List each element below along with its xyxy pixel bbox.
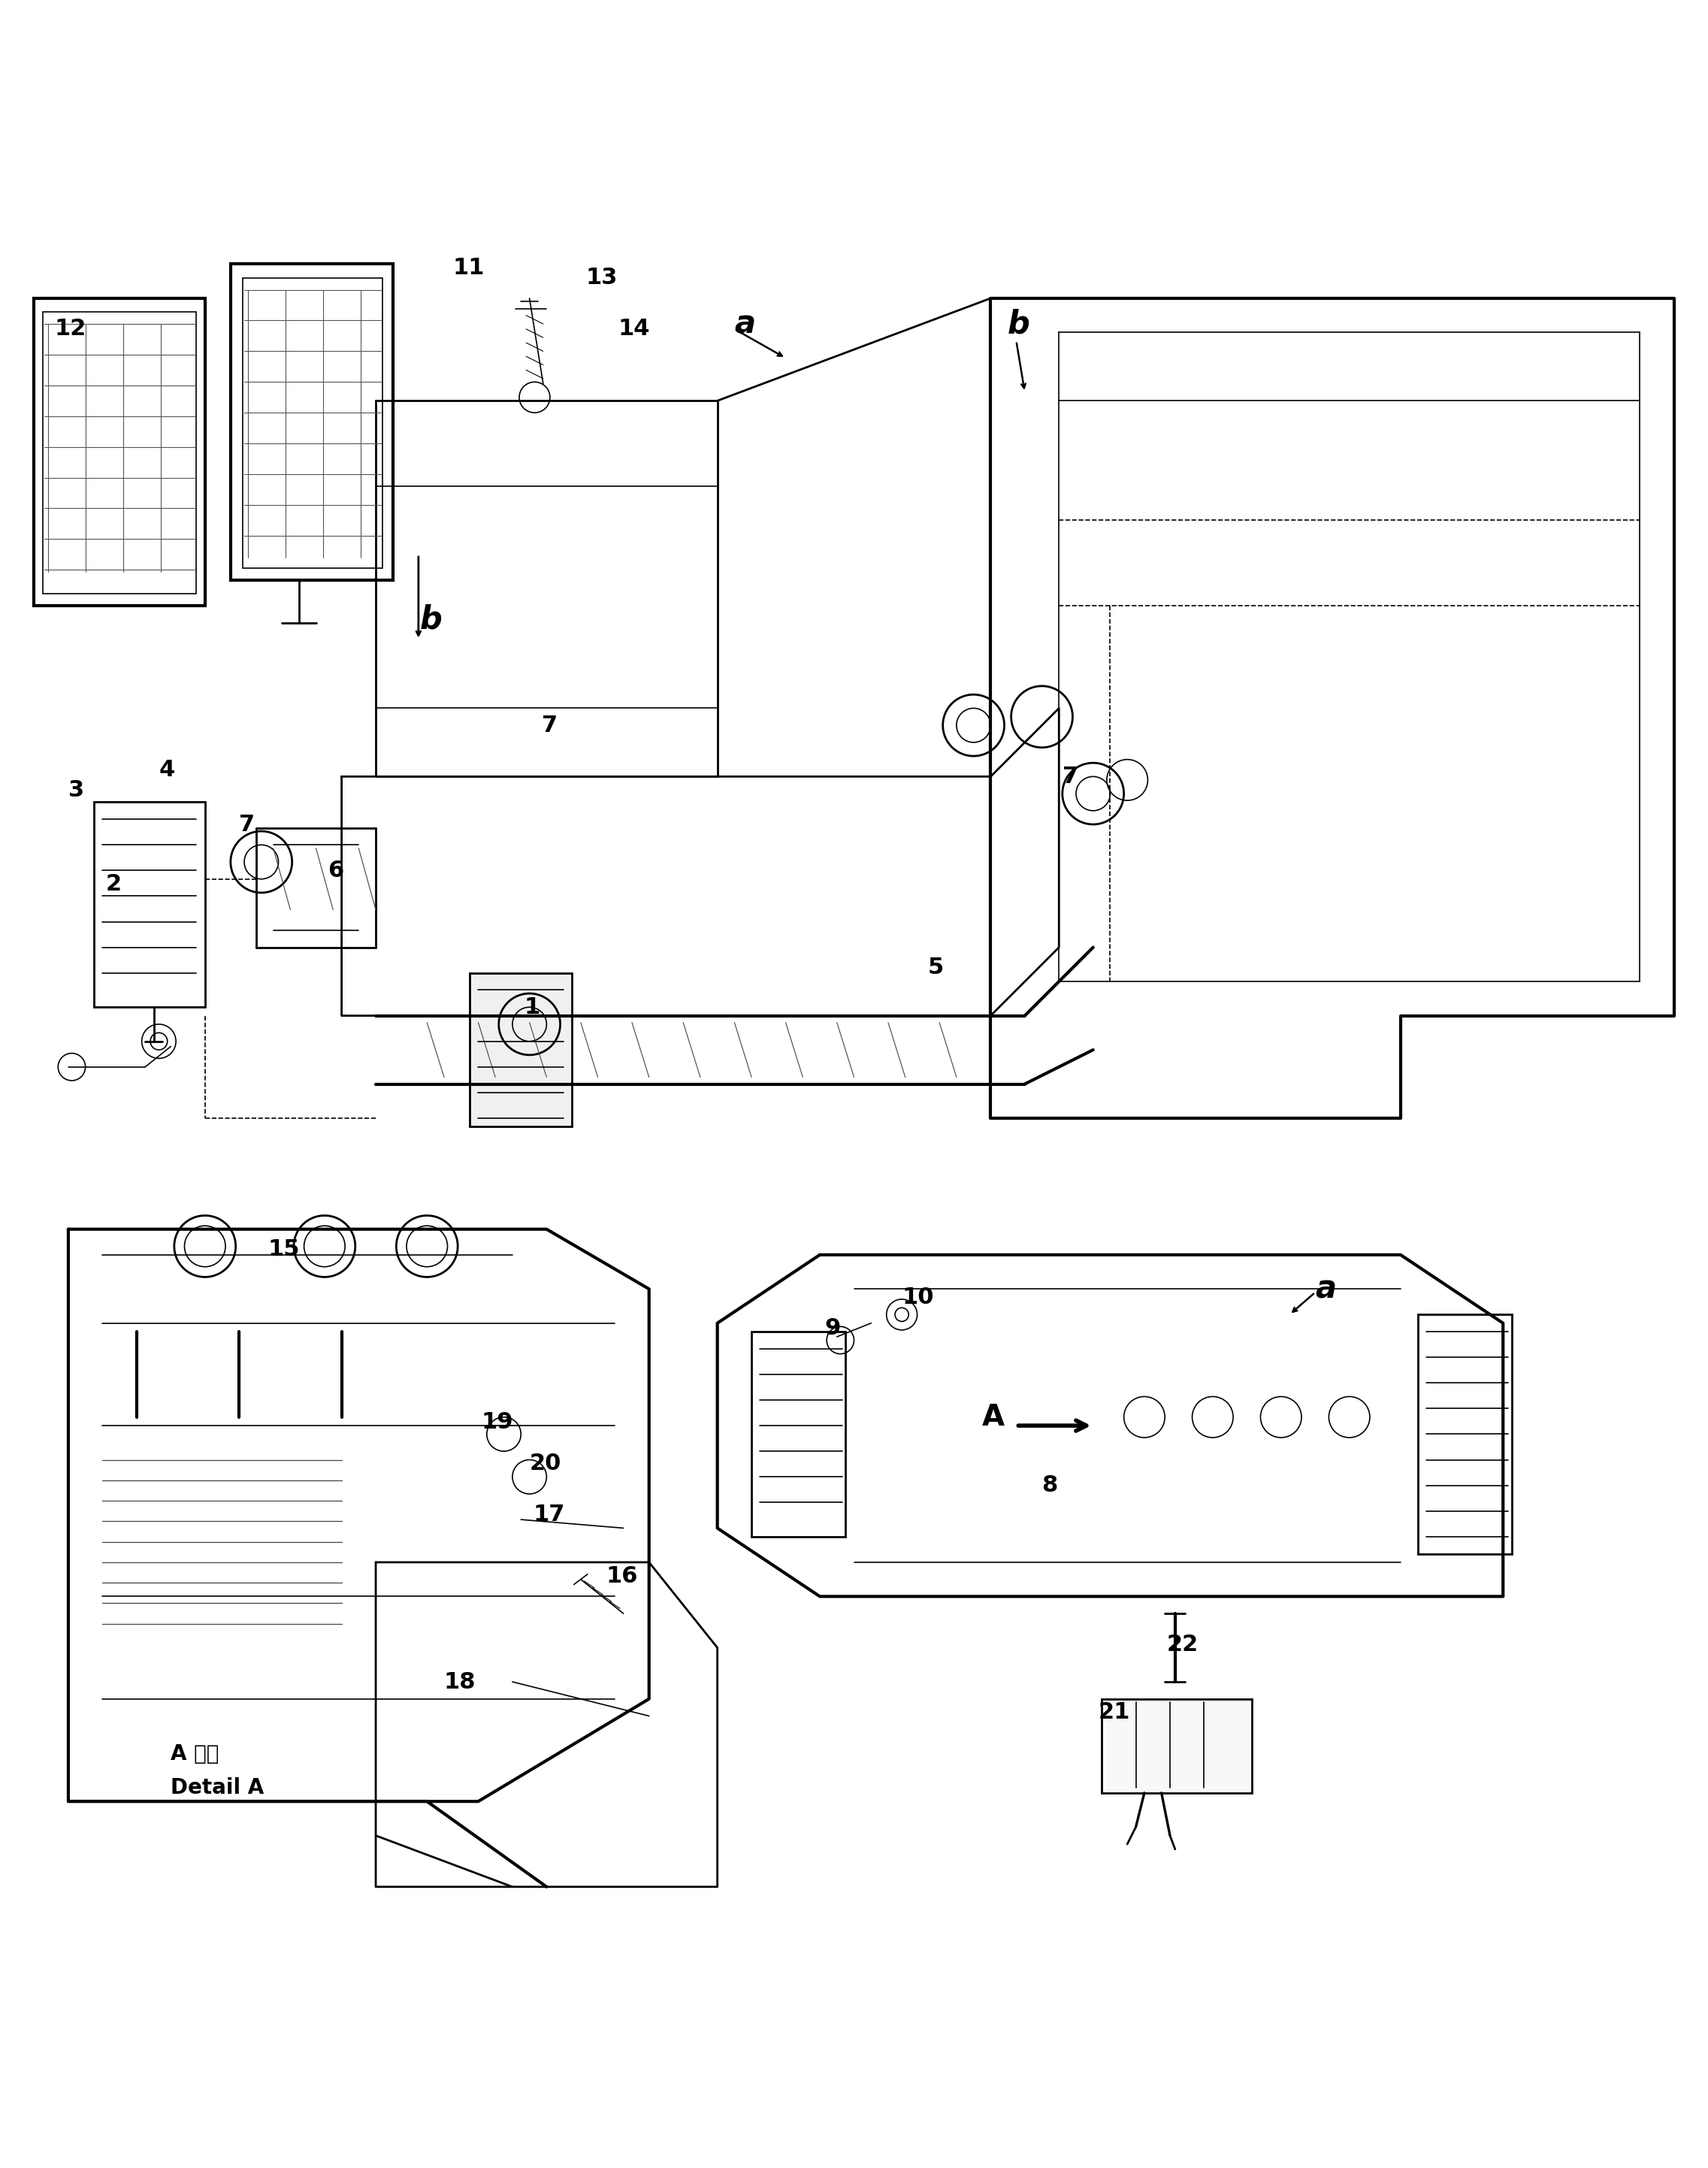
Text: b: b [1008, 308, 1030, 340]
Text: 7: 7 [1062, 765, 1078, 787]
Circle shape [294, 1216, 355, 1277]
Text: 17: 17 [533, 1505, 565, 1526]
Text: A: A [982, 1403, 1004, 1431]
Text: 22: 22 [1167, 1633, 1199, 1654]
Text: 1: 1 [524, 997, 540, 1019]
Text: 15: 15 [268, 1238, 301, 1260]
Text: 7: 7 [541, 715, 557, 737]
Text: 4: 4 [159, 759, 174, 780]
Text: 19: 19 [482, 1411, 514, 1433]
Text: 9: 9 [825, 1318, 840, 1340]
Bar [231, 264, 393, 581]
Bar [752, 1331, 845, 1537]
Text: 7: 7 [239, 813, 254, 835]
Bar [94, 802, 205, 1008]
Text: 16: 16 [606, 1565, 639, 1587]
Bar [243, 278, 383, 568]
Circle shape [174, 1216, 236, 1277]
Bar [470, 973, 572, 1127]
Text: 10: 10 [902, 1286, 934, 1309]
Text: b: b [420, 603, 442, 635]
Text: 11: 11 [453, 256, 485, 278]
Text: 20: 20 [529, 1453, 562, 1474]
Text: Detail A: Detail A [171, 1778, 265, 1797]
Text: 5: 5 [927, 956, 943, 978]
Text: 8: 8 [1042, 1474, 1057, 1496]
Text: 12: 12 [55, 319, 87, 340]
Text: 3: 3 [68, 778, 84, 802]
Bar [34, 299, 205, 605]
Text: a: a [734, 308, 755, 340]
Text: 2: 2 [106, 874, 121, 895]
Bar [1418, 1314, 1512, 1554]
Text: 6: 6 [328, 859, 343, 882]
Text: 18: 18 [444, 1672, 477, 1693]
Bar [1102, 1700, 1252, 1793]
Text: 21: 21 [1098, 1702, 1131, 1724]
Text: A 詳細: A 詳細 [171, 1743, 219, 1765]
Bar [43, 312, 196, 594]
Text: 14: 14 [618, 319, 651, 340]
Text: 13: 13 [586, 267, 618, 288]
Circle shape [396, 1216, 458, 1277]
Text: a: a [1315, 1273, 1336, 1305]
